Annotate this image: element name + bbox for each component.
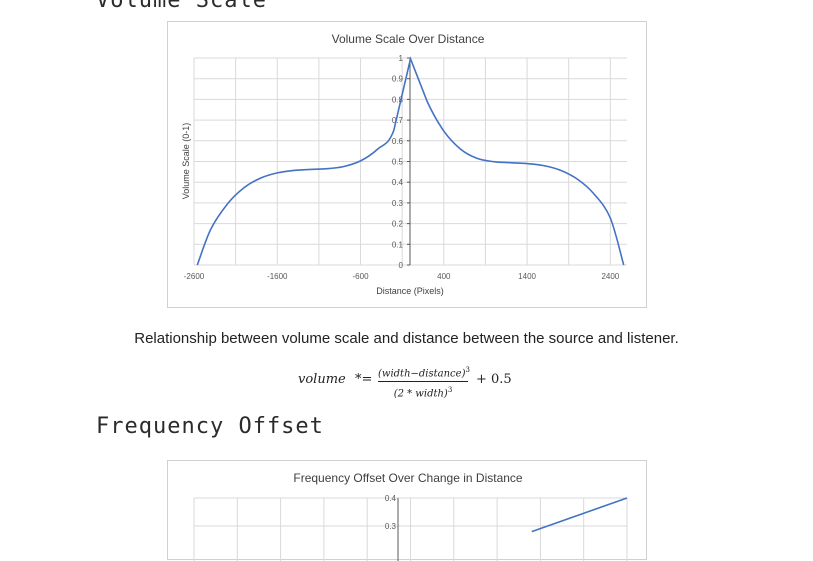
- formula-denominator: (2 * width)3: [378, 384, 468, 400]
- x-tick-label: -2600: [184, 272, 205, 281]
- formula-operator: *=: [355, 372, 373, 387]
- y-tick-label: 0.1: [392, 240, 404, 249]
- x-tick-label: -600: [353, 272, 370, 281]
- section-heading-volume-scale: Volume Scale: [96, 0, 267, 13]
- formula-numerator-exponent: 3: [465, 366, 470, 374]
- y-tick-label: 0.4: [385, 494, 397, 503]
- y-tick-label: 0.9: [392, 75, 404, 84]
- x-axis-title: Distance (Pixels): [376, 286, 444, 296]
- x-tick-label: -1600: [267, 272, 288, 281]
- y-tick-label: 0.3: [385, 522, 397, 531]
- y-tick-label: 0.5: [392, 158, 404, 167]
- y-tick-label: 0.6: [392, 137, 404, 146]
- chart-title: Volume Scale Over Distance: [332, 32, 485, 46]
- formula-denominator-exponent: 3: [447, 386, 453, 395]
- frequency-offset-chart: Frequency Offset Over Change in Distance…: [167, 460, 647, 561]
- y-tick-label: 0.4: [392, 178, 404, 187]
- y-axis-title: Volume Scale (0-1): [181, 123, 191, 200]
- y-tick-label: 0.2: [392, 220, 404, 229]
- formula-rhs: + 0.5: [476, 372, 512, 387]
- y-tick-label: 0.8: [392, 95, 404, 104]
- volume-series-line: [196, 56, 625, 266]
- y-tick-label: 0.7: [392, 116, 404, 125]
- frequency-offset-chart-svg: Frequency Offset Over Change in Distance…: [193, 471, 628, 561]
- formula-denominator-text: (2 * width): [393, 388, 448, 400]
- y-tick-label: 0: [399, 261, 404, 270]
- volume-scale-chart: Volume Scale Over Distance 0 0.1 0.2 0.3 0.4 0…: [167, 21, 647, 308]
- section-heading-frequency-offset: Frequency Offset: [96, 414, 324, 439]
- volume-scale-chart-svg: Volume Scale Over Distance 0 0.1 0.2 0.3 0.4 0…: [181, 32, 627, 296]
- chart-title: Frequency Offset Over Change in Distance: [293, 471, 523, 485]
- formula-lhs: volume: [298, 372, 346, 387]
- y-tick-label: 0.3: [392, 199, 404, 208]
- x-tick-label: 2400: [601, 272, 619, 281]
- frequency-series-line: [531, 497, 628, 533]
- formula-numerator: (width−distance)3: [378, 364, 470, 380]
- x-tick-label: 400: [437, 272, 451, 281]
- figure-caption: Relationship between volume scale and di…: [134, 330, 679, 347]
- formula-numerator-text: (width−distance): [378, 368, 466, 380]
- formula-fraction: (width−distance)3 (2 * width)3: [378, 364, 470, 401]
- x-tick-label: 1400: [518, 272, 536, 281]
- y-tick-label: 1: [399, 54, 404, 63]
- formula-fraction-bar: [378, 381, 468, 383]
